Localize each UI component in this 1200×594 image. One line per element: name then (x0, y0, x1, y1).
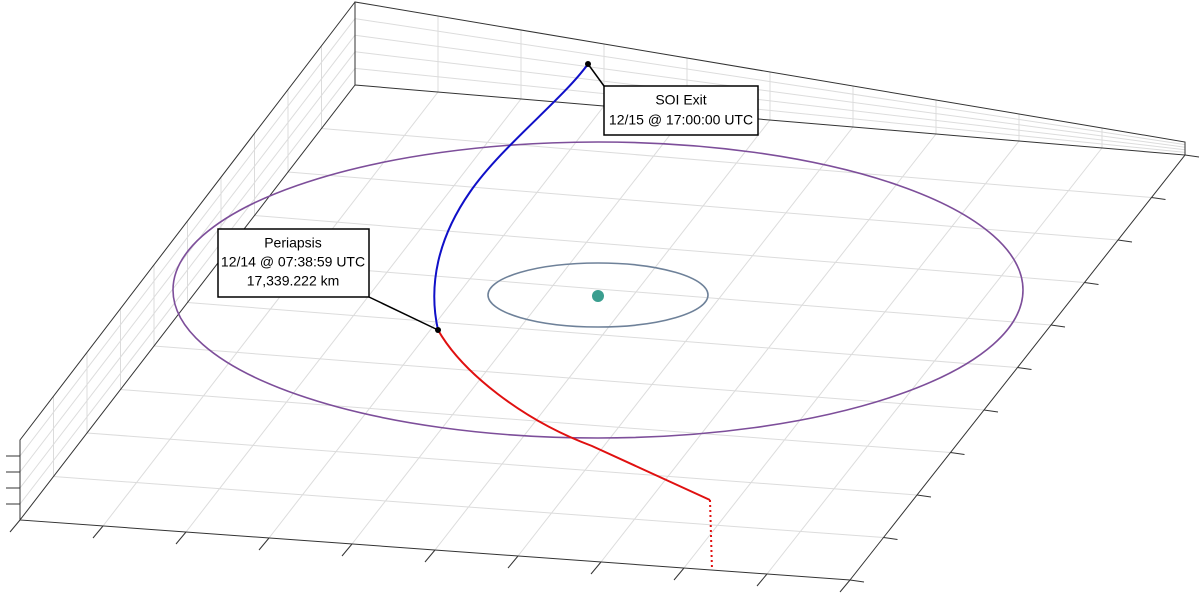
grid-line (19, 18, 356, 457)
tick (341, 543, 353, 557)
callout-text: Periapsis (264, 235, 322, 251)
floor-edge (19, 84, 1186, 581)
callout-text: SOI Exit (655, 92, 706, 108)
callout-box (217, 228, 370, 298)
tick (1084, 282, 1099, 285)
outbound-trajectory (433, 63, 589, 331)
grid-line (120, 389, 951, 453)
soi-exit-point (585, 61, 591, 67)
tick (507, 555, 519, 569)
tick (175, 531, 187, 545)
tick (673, 567, 685, 581)
back-wall-edge (354, 1, 1186, 155)
tick (1184, 154, 1200, 158)
grid-line (19, 51, 356, 489)
tick (1117, 239, 1133, 243)
central-body (592, 290, 604, 302)
tick (839, 579, 851, 593)
tick (756, 573, 768, 587)
callout-box (603, 85, 759, 136)
grid-line (86, 432, 918, 496)
moon-orbit (172, 141, 1024, 439)
tick (9, 519, 21, 533)
grid-line (53, 476, 884, 538)
left-wall-edge (19, 1, 356, 520)
tick (92, 525, 104, 539)
grid-line (517, 126, 854, 557)
grid-line (153, 345, 985, 411)
grid (6, 16, 1200, 593)
tick (424, 549, 436, 563)
callout-text: 12/15 @ 17:00:00 UTC (609, 112, 753, 128)
tick (590, 561, 602, 575)
grid-line (354, 51, 1186, 151)
tick (258, 537, 270, 551)
tick (1017, 367, 1032, 370)
grid-line (19, 34, 356, 473)
callout-text: 17,339.222 km (247, 273, 340, 289)
grid-line (600, 133, 937, 563)
grid-line (19, 68, 356, 505)
inner-orbit (487, 262, 709, 328)
grid-line (354, 67, 1186, 153)
callout-leader (368, 296, 439, 331)
tick (950, 452, 965, 455)
grid-line (354, 18, 1186, 146)
tick (983, 409, 999, 413)
periapsis-point (435, 327, 441, 333)
grid-line (187, 302, 1018, 368)
grid-line (766, 147, 1103, 575)
tick (916, 494, 932, 498)
tick (883, 537, 898, 540)
drop-line (709, 499, 713, 571)
grid-line (683, 140, 1020, 569)
callout-text: 12/14 @ 07:38:59 UTC (221, 254, 365, 270)
inbound-trajectory (437, 329, 711, 501)
tick (1151, 197, 1166, 200)
tick (849, 579, 865, 583)
grid-line (354, 34, 1186, 148)
callout-leader (587, 63, 605, 87)
tick (1050, 324, 1066, 328)
